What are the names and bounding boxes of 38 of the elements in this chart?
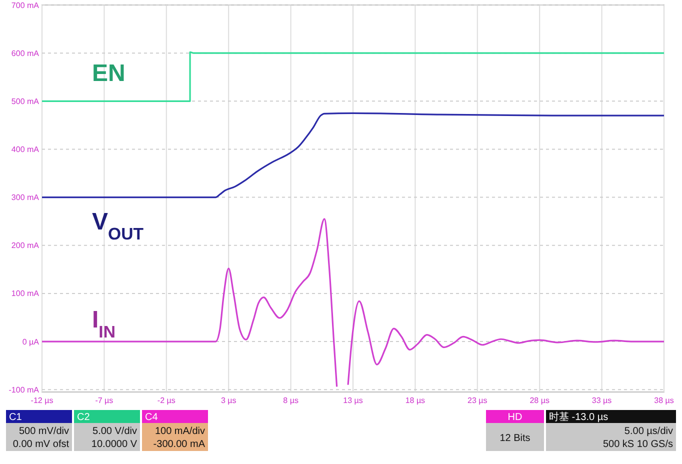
y-tick-label: 700 mA [11,0,40,10]
line-series [41,112,665,198]
x-tick-label: 8 µs [283,396,298,405]
x-tick-label: -2 µs [157,396,176,405]
x-tick-label: 28 µs [530,396,550,405]
x-tick-label: 18 µs [405,396,426,405]
text: 时基 -13.0 µs [549,411,608,423]
series-label: I$_{IN}$ [92,306,116,342]
y-tick-label: 600 mA [11,48,40,58]
y-tick-label: 0 µA [22,337,40,346]
text: 500 mV/div [18,426,69,437]
text: 5.00 V/div [92,426,137,437]
x-tick-label: 13 µs [343,396,363,405]
series-label: V$_{OUT}$ [92,208,144,243]
series-label: EN [92,60,126,88]
x-tick-label: 33 µs [592,396,612,405]
text: C2 [77,412,90,423]
y-tick-label: 200 mA [11,241,40,250]
y-tick-label: 500 mA [11,96,40,106]
y-tick-label: 400 mA [11,145,40,154]
text: 500 kS 10 GS/s [602,439,673,450]
text: 0.00 mV ofst [12,439,70,450]
text: C1 [9,412,22,423]
text: 10.0000 V [91,439,138,450]
text: 100 mA/div [154,426,205,437]
y-tick-label: 300 mA [11,193,40,202]
x-tick-label: -12 µs [30,396,54,405]
x-tick-label: 38 µs [654,396,674,405]
y-tick-label: 100 mA [11,289,40,298]
y-tick-label: -100 mA [8,385,40,394]
x-tick-label: -7 µs [95,396,114,405]
text: C4 [145,412,158,423]
x-tick-label: 3 µs [220,396,236,405]
text: HD [508,412,522,423]
text: -300.00 mA [153,439,206,450]
text: 5.00 µs/div [624,426,673,437]
x-tick-label: 23 µs [468,396,488,405]
text: 12 Bits [500,433,530,444]
